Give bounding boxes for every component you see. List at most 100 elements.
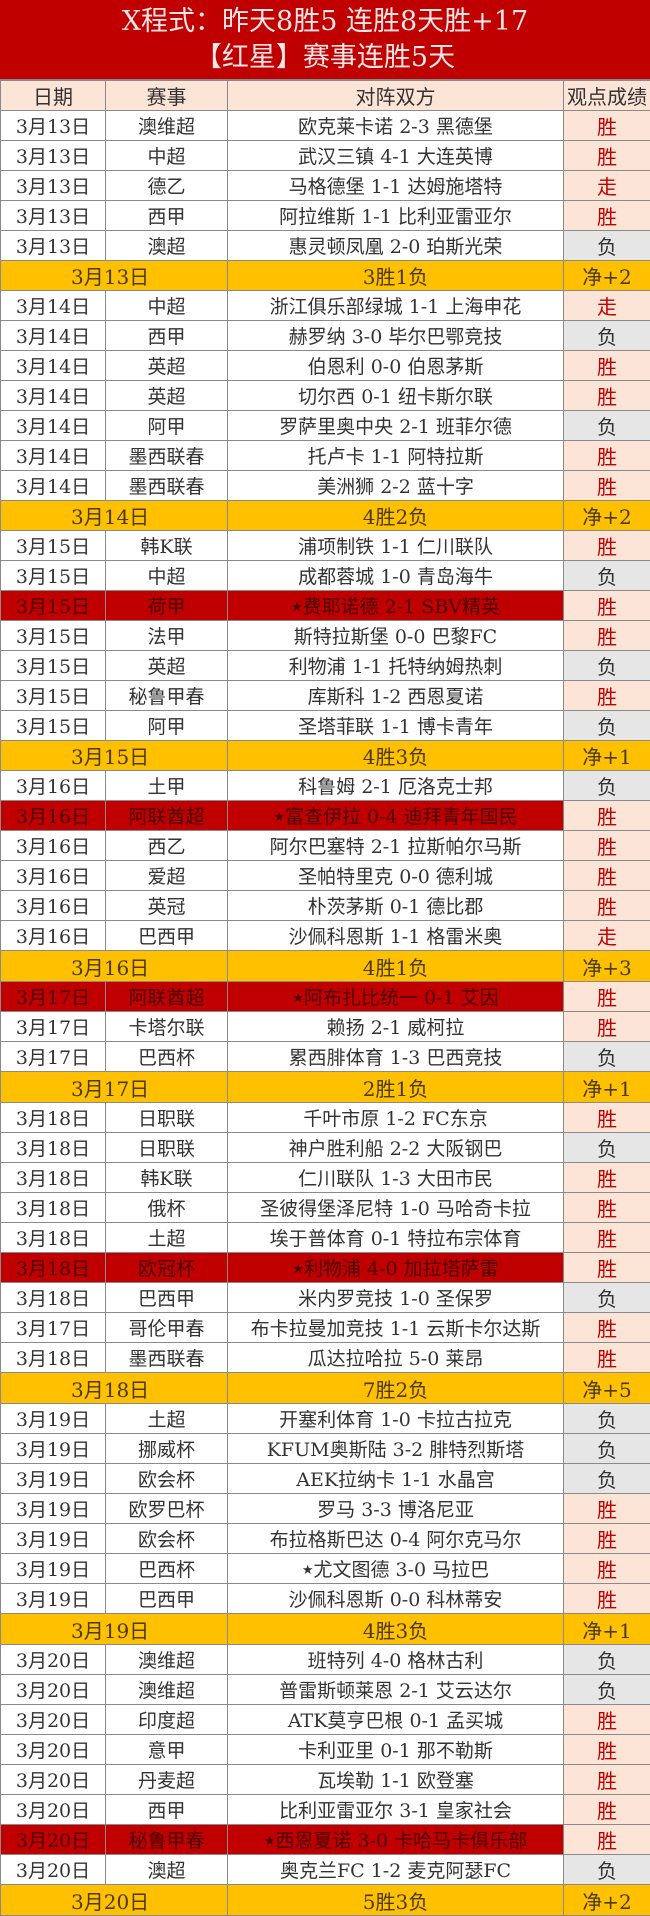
match-league: 澳维超 <box>106 1645 228 1675</box>
match-teams-text: 切尔西 0-1 纽卡斯尔联 <box>298 386 493 408</box>
match-teams-text: 沙佩科恩斯 1-1 格雷米奥 <box>289 926 503 948</box>
summary-record: 4胜1负 <box>228 951 564 982</box>
summary-date: 3月17日 <box>1 1072 228 1103</box>
match-teams: 马格德堡 1-1 达姆施塔特 <box>228 171 564 201</box>
star-icon: ★ <box>291 600 303 615</box>
match-teams: 神户胜利船 2-2 大阪钢巴 <box>228 1133 564 1163</box>
match-result: 胜 <box>564 1825 650 1855</box>
match-date: 3月16日 <box>1 831 106 861</box>
highlighted-match-row: 3月20日秘鲁甲春★西恩夏诺 3-0 卡哈马卡俱乐部胜 <box>1 1825 650 1855</box>
match-date: 3月20日 <box>1 1735 106 1765</box>
match-teams: 惠灵顿凤凰 2-0 珀斯光荣 <box>228 231 564 261</box>
match-result: 胜 <box>564 1795 650 1825</box>
match-row: 3月13日澳维超欧克莱卡诺 2-3 黑德堡胜 <box>1 111 650 141</box>
match-teams-text: 西恩夏诺 3-0 卡哈马卡俱乐部 <box>275 1830 527 1852</box>
summary-net: 净+2 <box>564 1885 650 1916</box>
match-row: 3月19日巴西甲沙佩科恩斯 0-0 科林蒂安胜 <box>1 1584 650 1614</box>
column-header-row: 日期 赛事 对阵双方 观点成绩 <box>1 81 650 111</box>
match-teams-text: 托卢卡 1-1 阿特拉斯 <box>308 446 484 468</box>
match-league: 韩K联 <box>106 1163 228 1193</box>
match-league: 哥伦甲春 <box>106 1313 228 1343</box>
match-result: 负 <box>564 1283 650 1313</box>
match-date: 3月16日 <box>1 801 106 831</box>
match-teams: 圣塔菲联 1-1 博卡青年 <box>228 711 564 741</box>
match-result: 胜 <box>564 1313 650 1343</box>
match-teams-text: 普雷斯顿莱恩 2-1 艾云达尔 <box>279 1680 512 1702</box>
match-result: 胜 <box>564 471 650 501</box>
match-league: 西甲 <box>106 1795 228 1825</box>
match-teams: 布拉格斯巴达 0-4 阿尔克马尔 <box>228 1524 564 1554</box>
match-league: 欧会杯 <box>106 1464 228 1494</box>
match-row: 3月14日阿甲罗萨里奥中央 2-1 班菲尔德负 <box>1 411 650 441</box>
match-teams-text: 浙江俱乐部绿城 1-1 上海申花 <box>270 296 522 318</box>
match-league: 秘鲁甲春 <box>106 681 228 711</box>
match-row: 3月16日西乙阿尔巴塞特 2-1 拉斯帕尔马斯胜 <box>1 831 650 861</box>
match-row: 3月20日澳维超普雷斯顿莱恩 2-1 艾云达尔负 <box>1 1675 650 1705</box>
match-result: 胜 <box>564 1705 650 1735</box>
star-icon: ★ <box>292 991 304 1006</box>
match-teams: ATK莫亨巴根 0-1 孟买城 <box>228 1705 564 1735</box>
match-date: 3月17日 <box>1 1042 106 1072</box>
match-result: 负 <box>564 1404 650 1434</box>
column-header-result: 观点成绩 <box>564 81 650 111</box>
match-date: 3月13日 <box>1 201 106 231</box>
match-league: 巴西杯 <box>106 1042 228 1072</box>
match-result: 胜 <box>564 1343 650 1373</box>
match-teams: 美洲狮 2-2 蓝十字 <box>228 471 564 501</box>
match-teams-text: KFUM奥斯陆 3-2 腓特烈斯塔 <box>267 1439 525 1461</box>
match-teams: 赖扬 2-1 威柯拉 <box>228 1012 564 1042</box>
match-result: 胜 <box>564 621 650 651</box>
match-teams-text: 卡利亚里 0-1 那不勒斯 <box>298 1740 493 1762</box>
match-date: 3月19日 <box>1 1434 106 1464</box>
match-teams: 伯恩利 0-0 伯恩茅斯 <box>228 351 564 381</box>
match-teams-text: 科鲁姆 2-1 厄洛克士邦 <box>298 776 493 798</box>
match-teams: 阿尔巴塞特 2-1 拉斯帕尔马斯 <box>228 831 564 861</box>
match-result: 负 <box>564 231 650 261</box>
summary-net: 净+1 <box>564 1614 650 1645</box>
match-result: 负 <box>564 1042 650 1072</box>
match-result: 胜 <box>564 111 650 141</box>
match-league: 英超 <box>106 651 228 681</box>
match-row: 3月18日墨西联春瓜达拉哈拉 5-0 莱昂胜 <box>1 1343 650 1373</box>
summary-date: 3月19日 <box>1 1614 228 1645</box>
match-teams-text: 赖扬 2-1 威柯拉 <box>327 1017 465 1039</box>
match-date: 3月14日 <box>1 291 106 321</box>
match-league: 欧罗巴杯 <box>106 1494 228 1524</box>
match-date: 3月20日 <box>1 1645 106 1675</box>
match-row: 3月20日澳维超班特列 4-0 格林古利负 <box>1 1645 650 1675</box>
summary-date: 3月18日 <box>1 1373 228 1404</box>
match-date: 3月20日 <box>1 1675 106 1705</box>
match-date: 3月14日 <box>1 441 106 471</box>
match-teams: AEK拉纳卡 1-1 水晶宫 <box>228 1464 564 1494</box>
match-teams: ★尤文图德 3-0 马拉巴 <box>228 1554 564 1584</box>
match-result: 胜 <box>564 201 650 231</box>
match-result: 胜 <box>564 141 650 171</box>
match-league: 澳超 <box>106 1855 228 1885</box>
match-teams-text: 马格德堡 1-1 达姆施塔特 <box>289 176 503 198</box>
match-teams-text: 罗萨里奥中央 2-1 班菲尔德 <box>279 416 512 438</box>
summary-date: 3月20日 <box>1 1885 228 1916</box>
match-date: 3月19日 <box>1 1404 106 1434</box>
match-row: 3月16日巴西甲沙佩科恩斯 1-1 格雷米奥走 <box>1 921 650 951</box>
match-result: 走 <box>564 291 650 321</box>
match-result: 胜 <box>564 381 650 411</box>
match-result: 胜 <box>564 982 650 1012</box>
match-date: 3月19日 <box>1 1524 106 1554</box>
match-result: 胜 <box>564 1163 650 1193</box>
match-teams-text: 利物浦 4-0 加拉塔萨雷 <box>304 1258 499 1280</box>
match-row: 3月13日中超武汉三镇 4-1 大连英博胜 <box>1 141 650 171</box>
match-league: 英冠 <box>106 891 228 921</box>
match-result: 走 <box>564 171 650 201</box>
match-teams-text: 奥克兰FC 1-2 麦克阿瑟FC <box>280 1860 511 1882</box>
match-league: 英超 <box>106 351 228 381</box>
highlighted-match-row: 3月18日欧冠杯★利物浦 4-0 加拉塔萨雷胜 <box>1 1253 650 1283</box>
match-league: 欧会杯 <box>106 1524 228 1554</box>
match-result: 胜 <box>564 831 650 861</box>
match-teams-text: 神户胜利船 2-2 大阪钢巴 <box>289 1138 503 1160</box>
match-date: 3月20日 <box>1 1825 106 1855</box>
match-league: 荷甲 <box>106 591 228 621</box>
